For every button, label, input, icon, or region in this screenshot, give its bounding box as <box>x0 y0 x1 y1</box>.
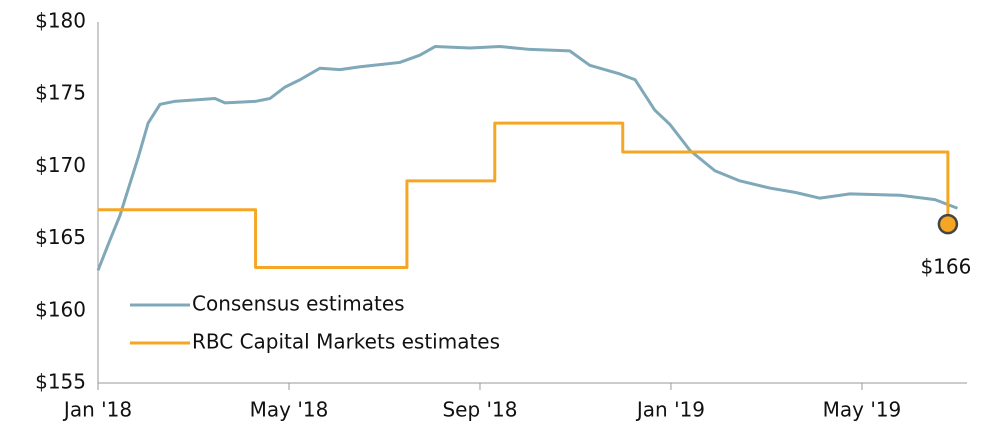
y-tick-label: $160 <box>35 297 86 321</box>
legend-label: RBC Capital Markets estimates <box>192 330 500 354</box>
series-line <box>96 45 958 271</box>
x-tick-label: Jan '18 <box>62 398 132 422</box>
y-tick-label: $180 <box>35 9 86 33</box>
x-tick-label: May '18 <box>250 398 329 422</box>
y-tick-label: $170 <box>35 153 86 177</box>
y-tick-label: $165 <box>35 225 86 249</box>
x-tick-label: May '19 <box>823 398 902 422</box>
annotation: $166 <box>920 255 971 279</box>
series-line <box>98 121 950 269</box>
end-marker <box>937 213 959 235</box>
x-tick-label: Jan '19 <box>635 398 705 422</box>
y-tick-label: $155 <box>35 370 86 394</box>
legend-label: Consensus estimates <box>192 292 405 316</box>
x-tick-label: Sep '18 <box>442 398 517 422</box>
y-tick-label: $175 <box>35 81 86 105</box>
